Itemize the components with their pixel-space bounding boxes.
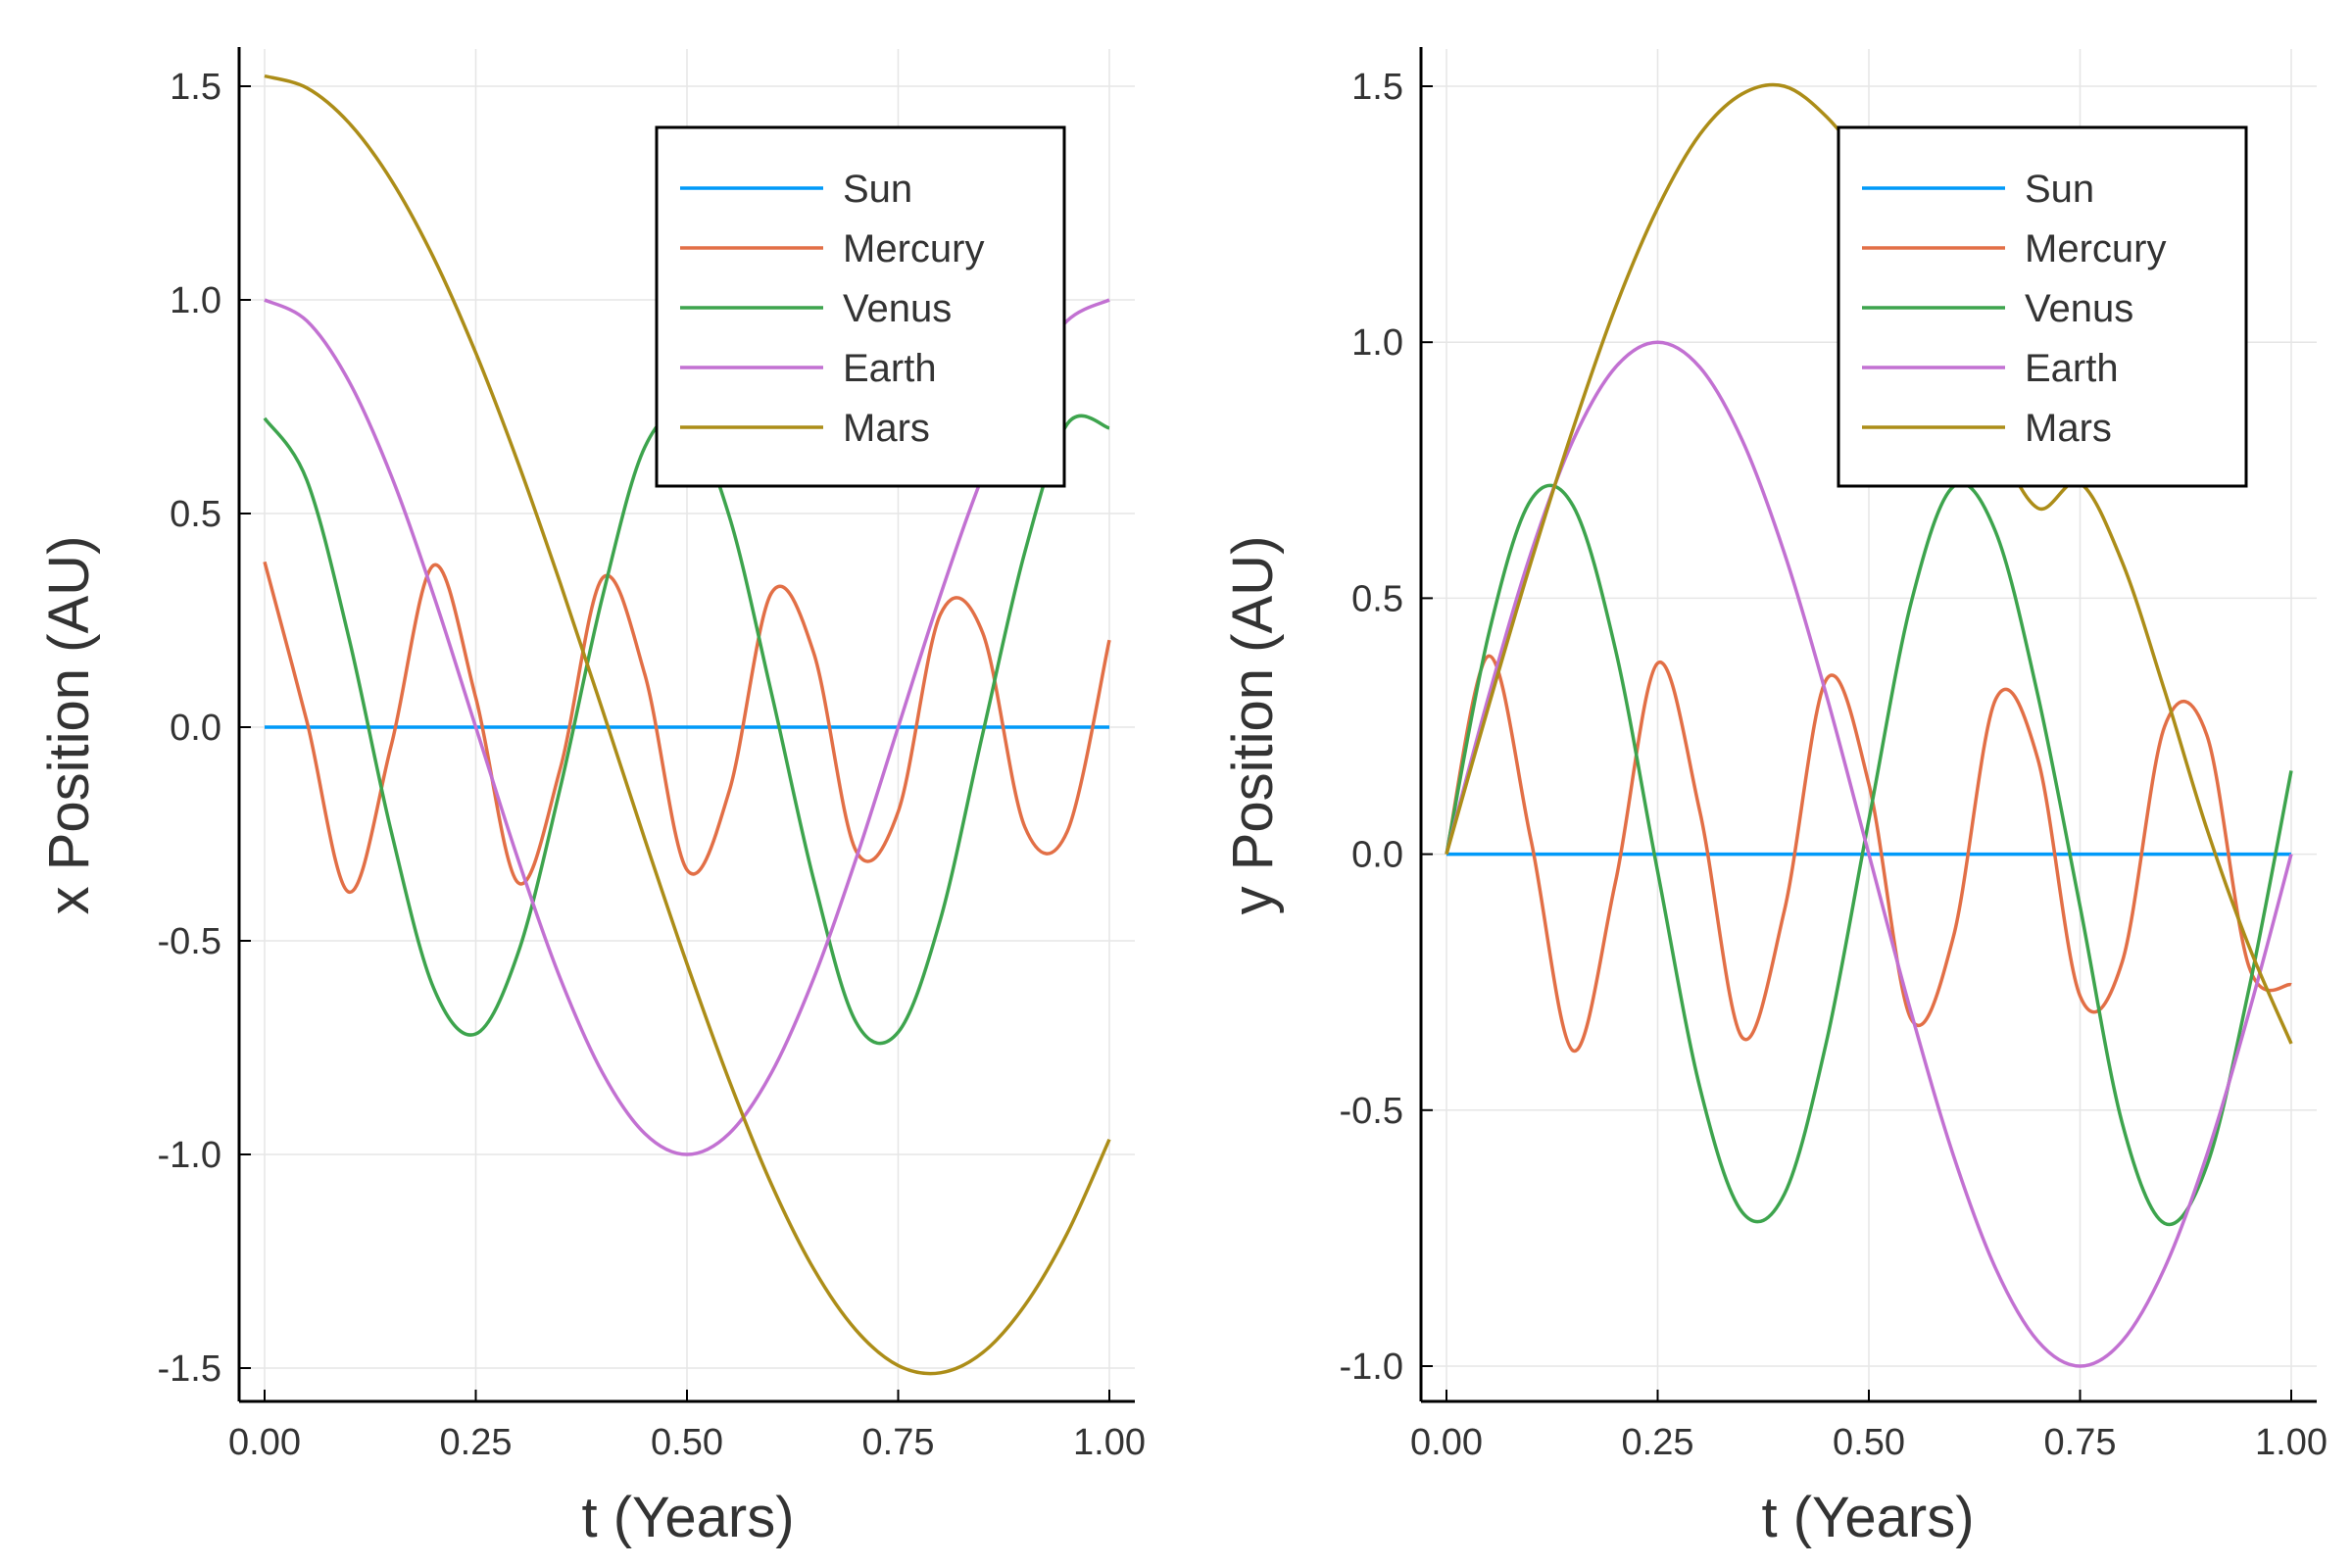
y-tick-label: -1.0 bbox=[1340, 1347, 1403, 1388]
series-line-venus bbox=[1445, 481, 2293, 1227]
y-tick-label: 1.5 bbox=[170, 67, 221, 108]
legend-label-mercury: Mercury bbox=[843, 227, 984, 270]
legend-label-mercury: Mercury bbox=[2025, 227, 2166, 270]
legend-label-mars: Mars bbox=[2025, 407, 2112, 450]
y-tick-label: -1.5 bbox=[158, 1348, 221, 1390]
x-tick-label: 0.00 bbox=[1410, 1422, 1483, 1463]
axes: 0.00 0.25 0.50 0.75 1.00 -1.0 -0.5 0.0 0.5 1.0 1.5 bbox=[1340, 47, 2328, 1463]
x-axis-label: t (Years) bbox=[581, 1486, 794, 1549]
series-line-earth bbox=[1445, 340, 2293, 1368]
y-tick-label: 1.0 bbox=[1351, 322, 1403, 364]
x-tick-label: 0.75 bbox=[2044, 1422, 2117, 1463]
x-tick-label: 0.50 bbox=[651, 1422, 723, 1463]
series-line-mercury bbox=[263, 561, 1111, 895]
legend-label-sun: Sun bbox=[2025, 168, 2094, 211]
y-position-chart: t (Years) y Position (AU) 0.00 0.25 0.50 0.… bbox=[1221, 47, 2328, 1549]
series-lines bbox=[263, 74, 1111, 1376]
x-position-chart: t (Years) x Position (AU) 0.00 0.25 0.50 0.… bbox=[37, 47, 1146, 1549]
x-tick-label: 0.25 bbox=[440, 1422, 513, 1463]
y-axis-label: y Position (AU) bbox=[1221, 536, 1285, 915]
y-tick-label: -0.5 bbox=[1340, 1091, 1403, 1132]
series-line-mercury bbox=[1445, 654, 2292, 1053]
y-tick-label: 1.0 bbox=[170, 280, 221, 321]
x-tick-label: 0.50 bbox=[1833, 1422, 1905, 1463]
y-tick-label: 0.5 bbox=[170, 494, 221, 535]
y-tick-label: -1.0 bbox=[158, 1135, 221, 1176]
x-axis-label: t (Years) bbox=[1761, 1486, 1974, 1549]
legend-label-earth: Earth bbox=[2025, 347, 2119, 390]
x-tick-label: 0.25 bbox=[1622, 1422, 1694, 1463]
x-tick-label: 1.00 bbox=[1073, 1422, 1146, 1463]
legend: Sun Mercury Venus Earth Mars bbox=[1837, 125, 2248, 488]
x-tick-label: 1.00 bbox=[2255, 1422, 2328, 1463]
legend-label-mars: Mars bbox=[843, 407, 930, 450]
y-tick-label: 1.5 bbox=[1351, 67, 1403, 108]
x-tick-label: 0.75 bbox=[862, 1422, 935, 1463]
y-tick-label: 0.0 bbox=[170, 708, 221, 749]
y-tick-label: 0.5 bbox=[1351, 578, 1403, 619]
axes: 0.00 0.25 0.50 0.75 1.00 -1.5 -1.0 -0.5 0.0 0.5 1.… bbox=[158, 47, 1146, 1463]
legend-label-sun: Sun bbox=[843, 168, 912, 211]
legend-label-venus: Venus bbox=[2025, 287, 2133, 330]
x-tick-label: 0.00 bbox=[228, 1422, 301, 1463]
legend: Sun Mercury Venus Earth Mars bbox=[655, 125, 1066, 488]
series-line-earth bbox=[264, 298, 1110, 1156]
y-tick-label: -0.5 bbox=[158, 921, 221, 962]
legend-label-earth: Earth bbox=[843, 347, 937, 390]
y-tick-label: 0.0 bbox=[1351, 835, 1403, 876]
legend-label-venus: Venus bbox=[843, 287, 952, 330]
y-axis-label: x Position (AU) bbox=[37, 536, 101, 915]
series-line-mars bbox=[264, 74, 1111, 1376]
